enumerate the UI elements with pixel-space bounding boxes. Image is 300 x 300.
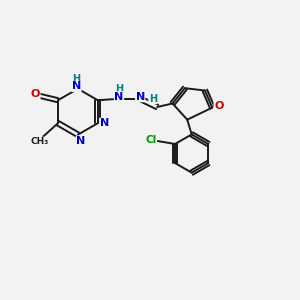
Text: H: H	[72, 74, 80, 84]
Text: N: N	[114, 92, 124, 102]
Text: CH₃: CH₃	[31, 137, 49, 146]
Text: H: H	[149, 94, 157, 104]
Text: N: N	[136, 92, 145, 102]
Text: O: O	[31, 89, 40, 99]
Text: N: N	[100, 118, 109, 128]
Text: O: O	[214, 101, 224, 111]
Text: N: N	[72, 81, 81, 92]
Text: H: H	[115, 84, 123, 94]
Text: N: N	[76, 136, 86, 146]
Text: Cl: Cl	[145, 134, 157, 145]
